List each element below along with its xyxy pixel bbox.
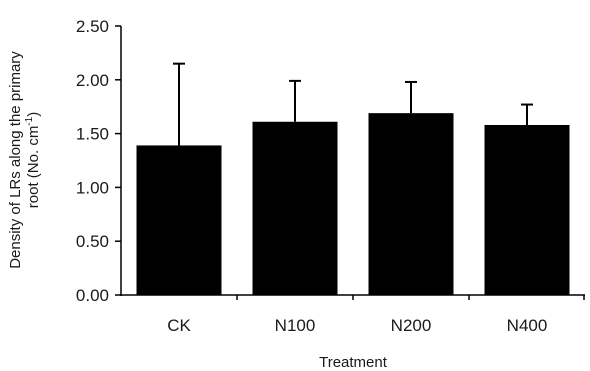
y-ticks: 0.00 0.50 1.00 1.50 2.00 2.50 xyxy=(76,17,121,305)
y-tick-label: 2.50 xyxy=(76,17,109,36)
bar-n200 xyxy=(368,113,454,295)
y-axis-title-line1: Density of LRs along the primary xyxy=(7,51,24,269)
x-tick-label-ck: CK xyxy=(167,316,191,335)
y-tick-label: 2.00 xyxy=(76,71,109,90)
error-bars xyxy=(173,62,533,146)
y-tick-label: 0.50 xyxy=(76,232,109,251)
x-tick-labels: CK N100 N200 N400 xyxy=(167,295,585,335)
y-axis-title: Density of LRs along the primary root (N… xyxy=(7,51,42,269)
x-tick-label-n100: N100 xyxy=(275,316,316,335)
y-axis-title-line2: root (No. cm-1) xyxy=(24,112,42,208)
x-axis-title: Treatment xyxy=(319,354,388,371)
bar-n400 xyxy=(484,124,570,295)
x-tick-label-n400: N400 xyxy=(507,316,548,335)
bar-ck xyxy=(136,145,222,295)
x-tick-label-n200: N200 xyxy=(391,316,432,335)
y-tick-label: 1.00 xyxy=(76,178,109,197)
y-tick-label: 1.50 xyxy=(76,125,109,144)
bar-n100 xyxy=(252,121,338,295)
y-tick-label: 0.00 xyxy=(76,286,109,305)
bars xyxy=(136,113,570,295)
